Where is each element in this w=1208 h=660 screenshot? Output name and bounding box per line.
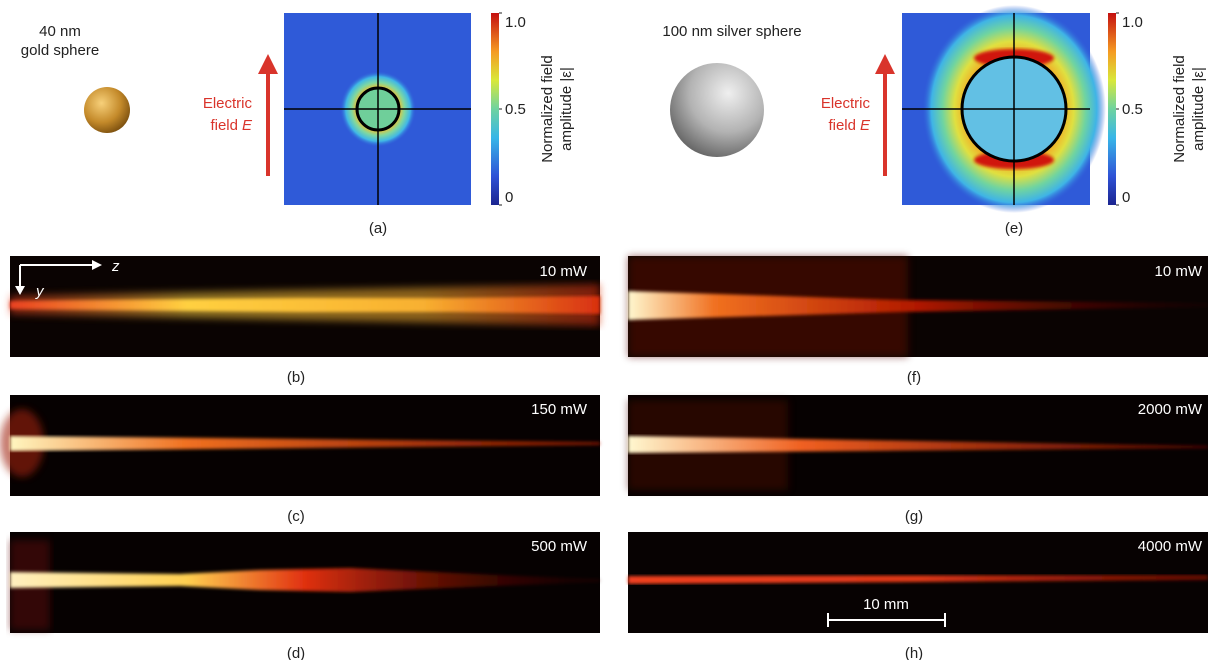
- panel-label: (h): [905, 645, 923, 660]
- colorbar-title: amplitude |ε|: [1190, 67, 1207, 151]
- silver-sphere: [670, 63, 764, 157]
- power-label: 150 mW: [531, 401, 588, 418]
- field-label: Electric: [203, 95, 253, 112]
- colorbar: [491, 13, 499, 205]
- panel-label: (c): [287, 508, 305, 525]
- power-label: 4000 mW: [1138, 538, 1203, 555]
- colorbar-title: amplitude |ε|: [558, 67, 575, 151]
- strip-h: [628, 532, 1208, 633]
- panel-label: (f): [907, 369, 921, 386]
- axis-label: z: [111, 258, 120, 275]
- panel-label: (a): [369, 220, 387, 237]
- panel-label: (e): [1005, 220, 1023, 237]
- colorbar-ticks: 1.0 0.5 0: [499, 13, 526, 206]
- colorbar-ticks: 1.0 0.5 0: [1116, 13, 1143, 206]
- strip-d: [10, 532, 600, 633]
- strip-c: [0, 395, 600, 496]
- panel-label: (g): [905, 508, 923, 525]
- panel-label: (b): [287, 369, 305, 386]
- figure: 40 nm gold sphere Electric fieldE 1.0 0.5…: [0, 0, 1208, 660]
- strip-f: [628, 256, 1208, 357]
- strip-g: [628, 395, 1208, 496]
- field-arrowhead: [875, 54, 895, 74]
- gold-sphere: [84, 87, 130, 133]
- power-label: 2000 mW: [1138, 401, 1203, 418]
- power-label: 10 mW: [1154, 263, 1202, 280]
- power-label: 500 mW: [531, 538, 588, 555]
- colorbar-tick-label: 1.0: [1122, 14, 1143, 31]
- colorbar-title: Normalized field: [539, 55, 556, 163]
- panel-label: (d): [287, 645, 305, 660]
- field-label: Electric: [821, 95, 871, 112]
- strip-b: [10, 256, 600, 357]
- scale-bar-label: 10 mm: [863, 596, 909, 613]
- power-label: 10 mW: [539, 263, 587, 280]
- colorbar-title: Normalized field: [1171, 55, 1188, 163]
- colorbar: [1108, 13, 1116, 205]
- particle-label: gold sphere: [21, 42, 99, 59]
- particle-label: 40 nm: [39, 23, 81, 40]
- particle-label: 100 nm silver sphere: [662, 23, 801, 40]
- colorbar-tick-label: 0: [505, 189, 513, 206]
- colorbar-tick-label: 0.5: [1122, 101, 1143, 118]
- field-arrowhead: [258, 54, 278, 74]
- colorbar-tick-label: 0.5: [505, 101, 526, 118]
- colorbar-tick-label: 0: [1122, 189, 1130, 206]
- colorbar-tick-label: 1.0: [505, 14, 526, 31]
